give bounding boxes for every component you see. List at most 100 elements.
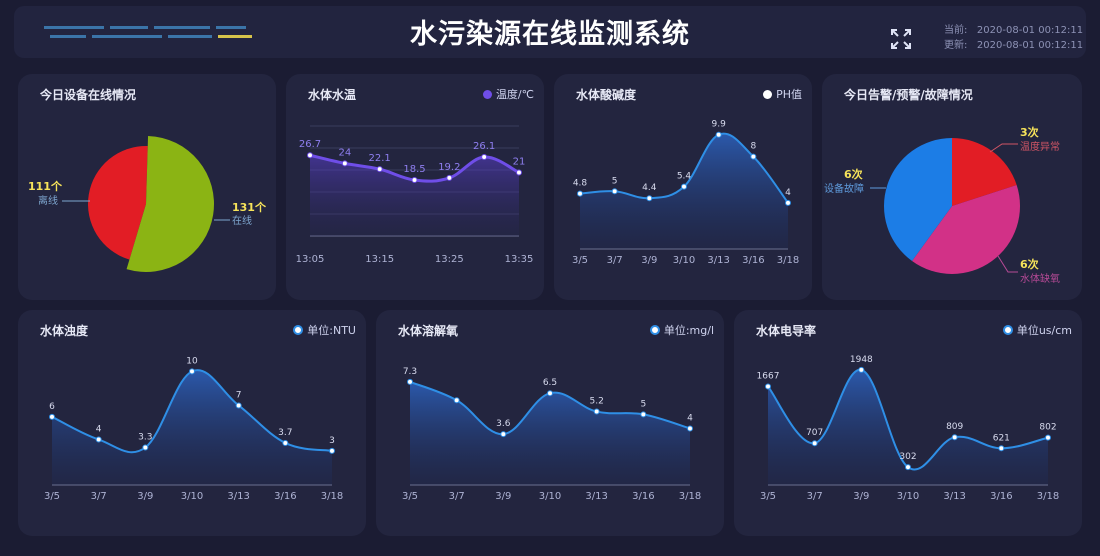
panel-turbidity: 水体浊度 单位:NTU 6 4 3.3 10 7 3.7 3 3/5 3/7 3/9 3/10 3/1… <box>18 310 366 536</box>
data-point <box>547 390 553 397</box>
data-label: 6 <box>49 402 55 412</box>
x-tick-label: 3/16 <box>632 491 654 502</box>
data-point <box>1045 434 1051 441</box>
data-label: 3 <box>329 436 335 446</box>
data-label: 3.7 <box>278 428 292 438</box>
chart-legend: PH值 <box>763 86 802 102</box>
data-label: 5 <box>640 399 646 409</box>
data-label: 1948 <box>850 355 873 365</box>
legend-marker <box>293 325 304 335</box>
data-label: 809 <box>946 422 963 432</box>
data-point <box>500 431 507 438</box>
data-point <box>785 199 791 206</box>
panel-title: 水体浊度 <box>40 324 89 338</box>
time-value-current: 2020-08-01 00:12:11 <box>976 25 1084 36</box>
data-point <box>951 434 958 441</box>
data-label: 5.4 <box>677 172 692 182</box>
x-tick-label: 3/18 <box>1037 491 1059 502</box>
x-tick-label: 3/5 <box>44 491 60 502</box>
x-tick-label: 3/9 <box>137 491 153 502</box>
data-point <box>235 402 242 409</box>
data-point <box>905 464 911 471</box>
x-tick-label: 3/10 <box>673 255 695 266</box>
data-label: 4 <box>785 188 791 198</box>
area-fill <box>310 155 519 236</box>
ph-area-chart: 4.8 5 4.4 5.4 9.9 8 4 3/5 3/7 3/9 3/10 3/13 3/16 3/18 <box>572 120 799 266</box>
data-label: 621 <box>993 433 1010 443</box>
x-tick-label: 3/9 <box>495 491 511 502</box>
data-point <box>681 183 687 190</box>
data-label: 4 <box>96 425 102 435</box>
panel-dissolved-oxygen: 水体溶解氧 单位:mg/l 7.3 3.6 6.5 5.2 5 4 3/5 3/7 3/9 3/1… <box>376 310 724 536</box>
data-label: 4.8 <box>573 179 588 189</box>
data-point <box>49 413 55 420</box>
panel-title: 今日设备在线情况 <box>40 88 137 102</box>
area-fill <box>52 370 332 485</box>
panel-ph: 水体酸碱度 PH值 4.8 5 4.4 5.4 9.9 8 4 3/5 3/7 3/9 3/10 3/… <box>554 74 812 300</box>
data-point <box>765 383 771 390</box>
x-tick-label: 3/13 <box>707 255 729 266</box>
x-tick-label: 13:25 <box>435 254 464 265</box>
x-tick-label: 13:05 <box>296 254 325 265</box>
pie-category-label: 水体缺氧 <box>1020 272 1060 285</box>
pie-value-label: 111个 <box>28 179 63 193</box>
x-tick-label: 3/10 <box>539 491 561 502</box>
data-point <box>593 408 600 415</box>
x-tick-label: 3/7 <box>91 491 107 502</box>
header-decoration <box>44 26 254 42</box>
data-point <box>750 153 757 160</box>
data-point <box>341 160 348 167</box>
data-point <box>640 411 647 418</box>
panel-title: 今日告警/预警/故障情况 <box>844 88 973 102</box>
panel-conductivity: 水体电导率 单位us/cm 1667 707 1948 302 809 621 802 3/5… <box>734 310 1082 536</box>
pie-slice <box>952 138 1017 206</box>
pie-slice <box>912 184 1020 274</box>
x-tick-label: 3/18 <box>321 491 343 502</box>
legend-label: 单位:mg/l <box>663 324 714 337</box>
chart-legend: 单位us/cm <box>1002 322 1072 338</box>
data-label: 6.5 <box>543 378 557 388</box>
data-point <box>446 174 453 181</box>
legend-label: 温度/℃ <box>495 88 534 101</box>
data-label: 19.2 <box>438 162 460 173</box>
legend-marker <box>649 325 660 335</box>
temp-line-chart: 26.7 24 22.1 18.5 19.2 26.1 21 13:05 13:15 13:25 1… <box>296 125 533 265</box>
x-tick-label: 3/10 <box>897 491 919 502</box>
page-title: 水污染源在线监测系统 <box>410 19 690 50</box>
data-point <box>282 439 289 446</box>
legend-marker <box>763 90 773 99</box>
pie-category-label: 温度异常 <box>1020 140 1060 153</box>
pie-value-label: 3次 <box>1020 125 1039 139</box>
data-label: 22.1 <box>369 153 391 164</box>
x-tick-label: 3/5 <box>402 491 418 502</box>
legend-marker <box>1002 325 1013 335</box>
conductivity-area-chart: 1667 707 1948 302 809 621 802 3/5 3/7 3/9 3/10 3/13… <box>757 355 1060 502</box>
x-tick-label: 3/10 <box>181 491 203 502</box>
data-point <box>811 440 818 447</box>
pie-value-label: 6次 <box>844 167 863 181</box>
x-tick-label: 3/13 <box>585 491 607 502</box>
clock-readout: 当前: 2020-08-01 00:12:11 更新: 2020-08-01 0… <box>944 23 1083 53</box>
oxygen-area-chart: 7.3 3.6 6.5 5.2 5 4 3/5 3/7 3/9 3/10 3/13 3/16 3/18 <box>402 367 701 502</box>
data-label: 3.3 <box>138 433 152 443</box>
x-tick-label: 3/16 <box>990 491 1012 502</box>
data-label: 3.6 <box>496 419 511 429</box>
area-fill <box>410 381 690 485</box>
pie-value-label: 131个 <box>232 200 267 214</box>
data-point <box>516 169 522 176</box>
data-point <box>481 154 488 161</box>
data-point <box>453 397 460 404</box>
data-label: 24 <box>338 147 351 158</box>
pie-category-label: 在线 <box>232 214 252 227</box>
panel-title: 水体酸碱度 <box>576 88 637 102</box>
legend-label: PH值 <box>776 88 802 101</box>
data-label: 302 <box>899 452 916 462</box>
data-point <box>611 188 618 195</box>
x-tick-label: 3/18 <box>679 491 701 502</box>
data-label: 9.9 <box>712 120 727 130</box>
x-tick-label: 3/13 <box>227 491 249 502</box>
data-label: 5.2 <box>590 397 604 407</box>
fullscreen-icon[interactable] <box>890 28 912 50</box>
